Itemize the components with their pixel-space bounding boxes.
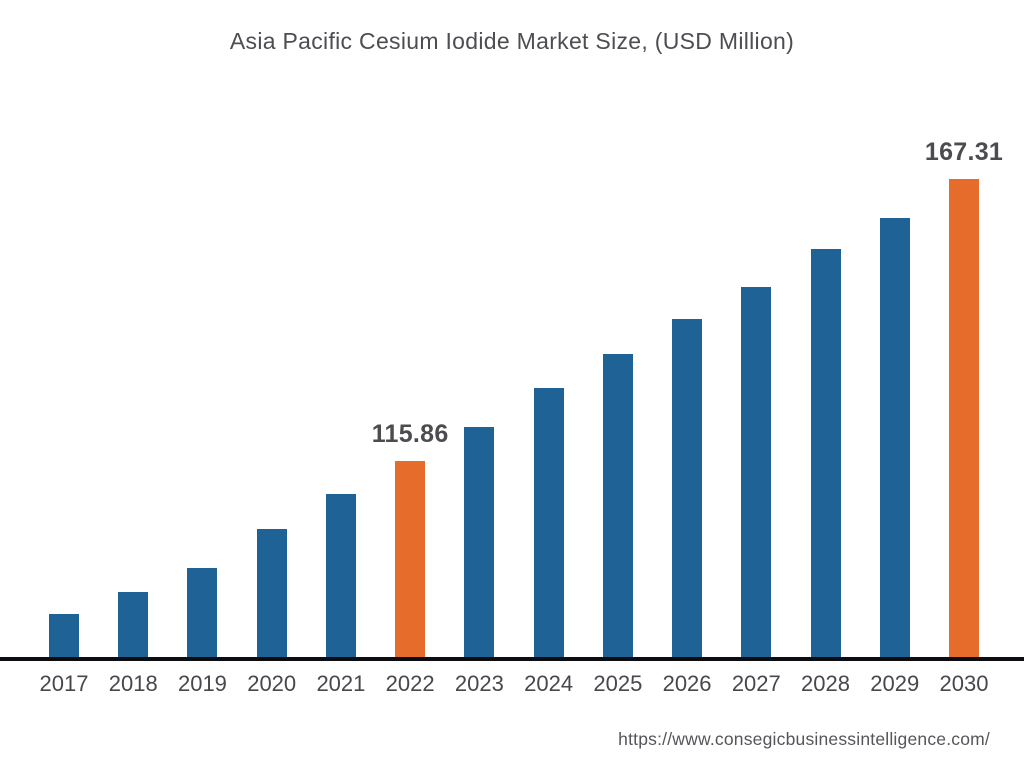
bar-2019 xyxy=(187,568,218,657)
bar-2030 xyxy=(949,179,979,657)
x-axis-line xyxy=(0,657,1024,661)
bar-2024 xyxy=(533,388,564,657)
chart-title: Asia Pacific Cesium Iodide Market Size, … xyxy=(229,28,795,54)
x-tick-2019: 2019 xyxy=(177,671,227,696)
x-tick-2026: 2026 xyxy=(662,671,712,696)
bar-2026 xyxy=(672,319,703,657)
x-tick-2023: 2023 xyxy=(454,671,504,696)
bar-2027 xyxy=(741,287,772,657)
x-tick-2021: 2021 xyxy=(316,671,366,696)
x-tick-2028: 2028 xyxy=(801,671,851,696)
x-tick-2022: 2022 xyxy=(385,671,435,696)
bar-2018 xyxy=(118,592,149,657)
x-tick-2020: 2020 xyxy=(247,671,297,696)
bar-2028 xyxy=(810,249,841,657)
bar-2022 xyxy=(395,461,426,657)
x-tick-2025: 2025 xyxy=(593,671,643,696)
source-url-text: https://www.consegicbusinessintelligence… xyxy=(618,729,990,749)
bar-2021 xyxy=(325,494,356,657)
bar-2023 xyxy=(464,427,495,657)
data-label-2030: 167.31 xyxy=(924,138,1004,166)
x-tick-2018: 2018 xyxy=(108,671,158,696)
data-label-2022: 115.86 xyxy=(371,420,449,448)
x-tick-2024: 2024 xyxy=(524,671,574,696)
x-tick-2030: 2030 xyxy=(939,671,989,696)
bar-2029 xyxy=(879,218,910,657)
bar-2025 xyxy=(602,354,633,657)
x-tick-2029: 2029 xyxy=(870,671,920,696)
bar-2017 xyxy=(49,614,79,657)
x-tick-2027: 2027 xyxy=(731,671,781,696)
x-tick-2017: 2017 xyxy=(39,671,89,696)
bar-2020 xyxy=(256,529,287,657)
